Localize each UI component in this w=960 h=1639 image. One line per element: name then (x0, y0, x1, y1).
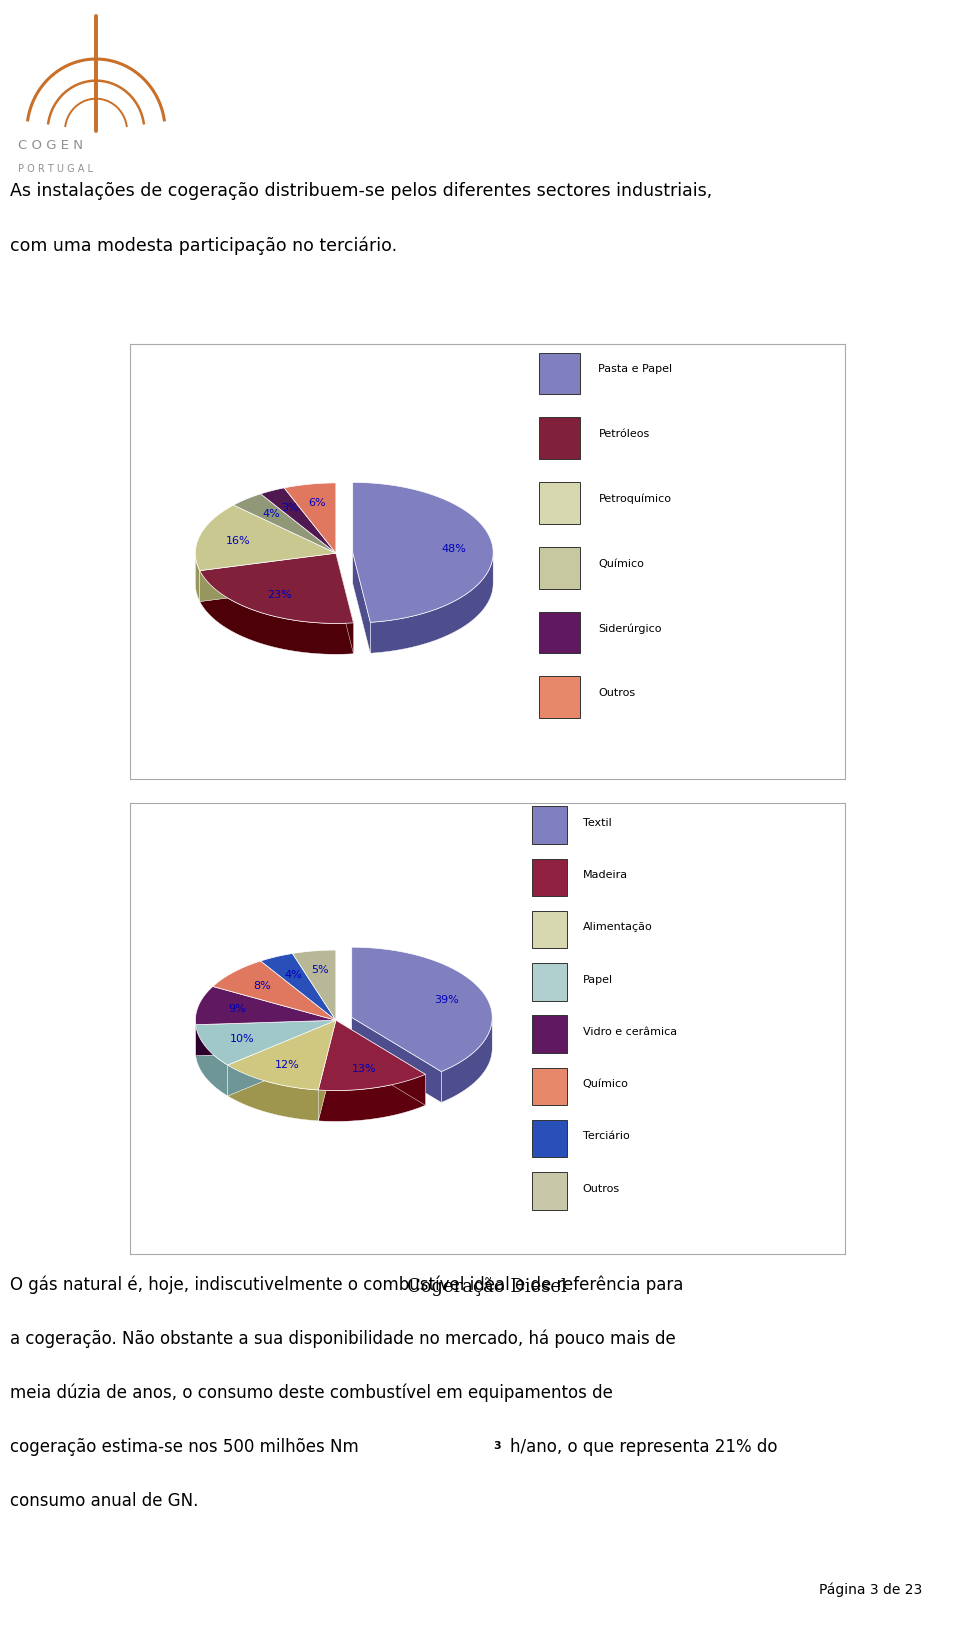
FancyBboxPatch shape (533, 1119, 567, 1157)
Text: 16%: 16% (226, 536, 251, 546)
FancyBboxPatch shape (533, 1172, 567, 1210)
Text: Siderúrgico: Siderúrgico (598, 623, 662, 634)
Polygon shape (293, 951, 336, 1019)
Text: Químico: Químico (583, 1078, 629, 1090)
FancyBboxPatch shape (539, 418, 580, 459)
Text: P O R T U G A L: P O R T U G A L (18, 164, 93, 174)
Text: Petroquímico: Petroquímico (598, 493, 671, 505)
Text: 3%: 3% (281, 503, 299, 513)
Polygon shape (319, 1075, 425, 1121)
Text: 3: 3 (492, 1441, 500, 1451)
Text: 10%: 10% (229, 1034, 254, 1044)
Text: consumo anual de GN.: consumo anual de GN. (10, 1491, 198, 1510)
Text: 4%: 4% (262, 510, 280, 520)
Text: Textil: Textil (583, 818, 612, 828)
Text: 8%: 8% (253, 980, 271, 990)
Polygon shape (336, 1019, 425, 1105)
Text: O gás natural é, hoje, indiscutivelmente o combustível ideal e de referência par: O gás natural é, hoje, indiscutivelmente… (10, 1275, 683, 1295)
Text: Outros: Outros (583, 1183, 620, 1193)
Polygon shape (351, 1018, 442, 1103)
Text: Petróleos: Petróleos (598, 429, 650, 439)
Text: a cogeração. Não obstante a sua disponibilidade no mercado, há pouco mais de: a cogeração. Não obstante a sua disponib… (10, 1329, 675, 1349)
Polygon shape (228, 1019, 336, 1096)
FancyBboxPatch shape (539, 611, 580, 654)
Text: Químico: Químico (598, 559, 644, 569)
Text: 4%: 4% (284, 970, 301, 980)
Polygon shape (442, 1018, 492, 1103)
Polygon shape (196, 1019, 336, 1065)
Polygon shape (228, 1019, 336, 1096)
Polygon shape (228, 1065, 319, 1121)
Polygon shape (200, 554, 353, 623)
Text: Alimentação: Alimentação (583, 923, 653, 933)
Text: Cogeração Diesel: Cogeração Diesel (407, 1277, 567, 1296)
Polygon shape (319, 1019, 336, 1121)
Polygon shape (336, 554, 353, 654)
Polygon shape (284, 484, 336, 554)
FancyBboxPatch shape (539, 547, 580, 588)
Polygon shape (196, 505, 336, 570)
Text: Cogeração em Contrapressão: Cogeração em Contrapressão (352, 808, 622, 828)
Polygon shape (351, 947, 492, 1072)
Text: Terciário: Terciário (583, 1131, 630, 1141)
Text: Papel: Papel (583, 975, 612, 985)
Polygon shape (213, 960, 336, 1019)
Text: Madeira: Madeira (583, 870, 628, 880)
Text: Página 3 de 23: Página 3 de 23 (819, 1583, 923, 1596)
FancyBboxPatch shape (533, 859, 567, 897)
Text: Vidro e cerâmica: Vidro e cerâmica (583, 1028, 677, 1037)
Text: 6%: 6% (308, 498, 325, 508)
FancyBboxPatch shape (539, 352, 580, 395)
Text: Pasta e Papel: Pasta e Papel (598, 364, 673, 374)
Polygon shape (319, 1019, 336, 1121)
Text: Outros: Outros (598, 688, 636, 698)
Text: h/ano, o que representa 21% do: h/ano, o que representa 21% do (510, 1437, 778, 1455)
Polygon shape (200, 570, 353, 654)
Text: 13%: 13% (351, 1064, 376, 1074)
Text: C O G E N: C O G E N (18, 139, 84, 152)
FancyBboxPatch shape (539, 482, 580, 524)
Text: 12%: 12% (275, 1059, 300, 1070)
Text: com uma modesta participação no terciário.: com uma modesta participação no terciári… (10, 236, 396, 254)
Polygon shape (200, 554, 336, 602)
Text: meia dúzia de anos, o consumo deste combustível em equipamentos de: meia dúzia de anos, o consumo deste comb… (10, 1383, 612, 1403)
Polygon shape (319, 1019, 425, 1090)
FancyBboxPatch shape (533, 964, 567, 1001)
Polygon shape (196, 987, 336, 1024)
Polygon shape (196, 1024, 228, 1096)
FancyBboxPatch shape (533, 1015, 567, 1052)
FancyBboxPatch shape (539, 677, 580, 718)
Polygon shape (196, 554, 200, 602)
Polygon shape (196, 1019, 336, 1056)
FancyBboxPatch shape (533, 1067, 567, 1105)
Text: 9%: 9% (228, 1005, 246, 1015)
Polygon shape (233, 493, 336, 554)
Polygon shape (200, 554, 336, 602)
Polygon shape (260, 488, 336, 554)
Polygon shape (228, 1019, 336, 1090)
Text: As instalações de cogeração distribuem-se pelos diferentes sectores industriais,: As instalações de cogeração distribuem-s… (10, 182, 712, 200)
FancyBboxPatch shape (533, 806, 567, 844)
Text: cogeração estima-se nos 500 milhões Nm: cogeração estima-se nos 500 milhões Nm (10, 1437, 358, 1455)
Polygon shape (196, 1019, 336, 1056)
Text: 23%: 23% (267, 590, 292, 600)
Text: 39%: 39% (435, 995, 459, 1005)
Text: 48%: 48% (442, 544, 467, 554)
Polygon shape (260, 954, 336, 1019)
Text: 5%: 5% (311, 965, 329, 975)
Polygon shape (352, 482, 493, 623)
FancyBboxPatch shape (533, 911, 567, 949)
Polygon shape (371, 554, 493, 654)
Polygon shape (352, 552, 371, 654)
